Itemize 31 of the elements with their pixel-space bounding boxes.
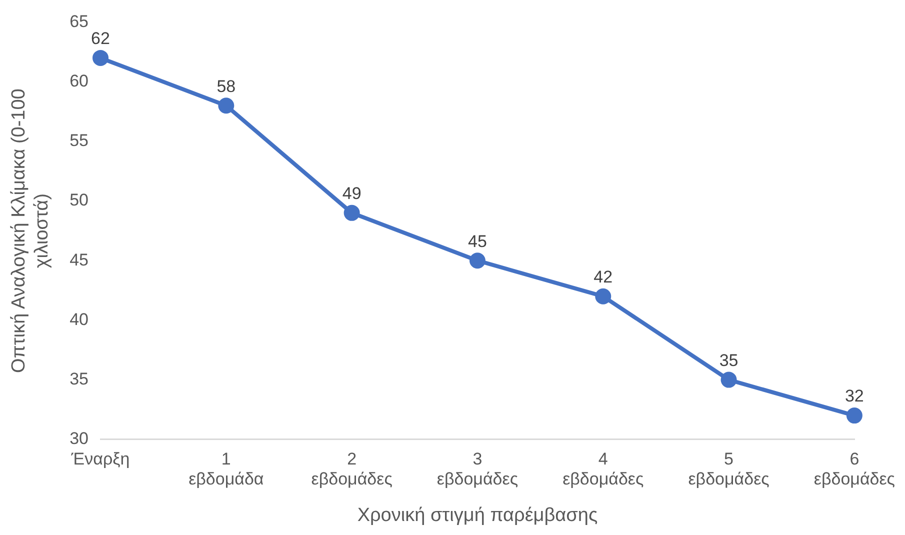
data-label: 35: [719, 350, 738, 370]
point: [595, 288, 612, 304]
y-tick-label: 60: [70, 71, 89, 90]
x-tick-label: 2 εβδομάδες: [311, 449, 392, 489]
x-tick-label: 6 εβδομάδες: [814, 449, 896, 489]
x-tick-label: 4 εβδομάδες: [562, 449, 644, 489]
y-tick-label: 65: [70, 12, 89, 31]
y-tick-label: 40: [70, 310, 89, 329]
data-label: 49: [342, 184, 362, 204]
y-axis-title: Οπτική Αναλογική Κλίμακα (0-100 χιλιοστά): [8, 88, 52, 373]
point: [720, 372, 737, 388]
y-tick-label: 55: [70, 131, 89, 150]
x-axis-title: Χρονική στιγμή παρέμβασης: [357, 504, 598, 526]
point: [218, 98, 234, 114]
y-tick-label: 30: [70, 429, 89, 448]
y-tick-label: 45: [70, 250, 89, 270]
data-label: 32: [844, 386, 864, 406]
point: [92, 50, 109, 66]
x-tick-label: 3 εβδομάδες: [436, 449, 518, 489]
data-label: 58: [216, 76, 236, 96]
x-tick-label: 5 εβδομάδες: [688, 449, 770, 489]
data-label: 42: [594, 268, 613, 287]
x-tick-label: Έναρξη: [70, 449, 130, 468]
y-tick-label: 50: [70, 190, 89, 210]
point: [846, 408, 862, 424]
data-label: 45: [468, 232, 487, 251]
data-label: 62: [91, 29, 110, 48]
point: [469, 252, 486, 269]
point: [344, 204, 360, 221]
y-tick-label: 35: [70, 369, 89, 388]
x-tick-label: 1 εβδομάδα: [188, 449, 264, 489]
